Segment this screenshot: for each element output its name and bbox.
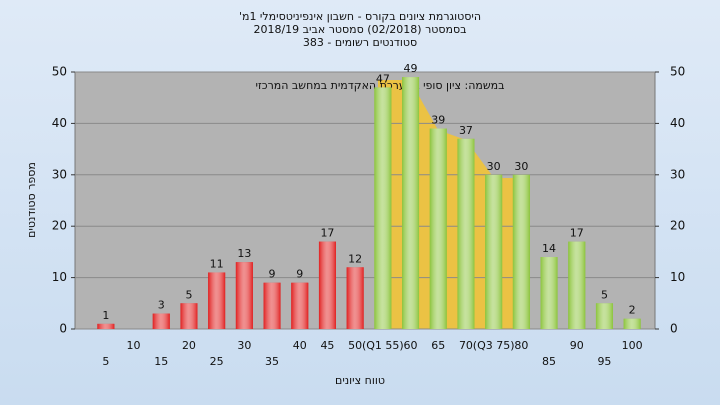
y2-tick-label: 40	[670, 116, 685, 130]
value-label: 47	[376, 72, 390, 85]
annotation: במשמה: ציון סופי במערכת האקדמית במחשב המ…	[255, 79, 504, 92]
bar-shine	[429, 128, 447, 329]
y-tick-label: 40	[52, 116, 67, 130]
x-tick-label: 65	[431, 339, 445, 352]
y2-tick-label: 0	[670, 322, 678, 336]
bar-shine	[457, 138, 475, 329]
y-tick-label: 0	[59, 322, 67, 336]
y-tick-label: 30	[52, 167, 67, 181]
value-label: 37	[459, 124, 473, 137]
x-tick-label: 95	[597, 355, 611, 368]
value-label: 11	[210, 257, 224, 270]
bar-shine	[291, 282, 309, 329]
y-axis-label: מספר סטודנטים	[25, 162, 38, 238]
value-label: 14	[542, 242, 556, 255]
x-tick-label: 5	[102, 355, 109, 368]
x-tick-label: 100	[622, 339, 643, 352]
bar-shine	[152, 313, 170, 329]
bar-shine	[568, 241, 586, 329]
x-tick-label: 25	[210, 355, 224, 368]
value-label: 5	[185, 288, 192, 301]
title-line: סטודנטים רשומים - 383	[303, 36, 417, 49]
x-axis-label: טווח ציונים	[335, 374, 385, 387]
value-label: 30	[487, 160, 501, 173]
plot-area	[74, 71, 656, 330]
value-label: 2	[629, 304, 636, 317]
x-tick-label: (Q3 75)	[473, 339, 515, 352]
value-label: 49	[404, 62, 418, 75]
value-label: 12	[348, 252, 362, 265]
bar-shine	[374, 87, 392, 329]
x-tick-label: (Q1 55)	[362, 339, 404, 352]
bar-shine	[263, 282, 281, 329]
bar-shine	[208, 272, 226, 329]
bar-shine	[595, 303, 613, 329]
x-tick-label: 85	[542, 355, 556, 368]
bar-shine	[623, 318, 641, 329]
x-tick-label: 60	[404, 339, 418, 352]
value-label: 1	[102, 309, 109, 322]
y-tick-label: 10	[52, 270, 67, 284]
value-label: 5	[601, 288, 608, 301]
x-tick-label: 70	[459, 339, 473, 352]
x-tick-label: 45	[320, 339, 334, 352]
value-label: 39	[431, 114, 445, 127]
value-label: 30	[514, 160, 528, 173]
title-line: בסמסטר (02/2018) סמסטר אביב 2018/19	[253, 23, 466, 36]
bar-shine	[485, 174, 503, 329]
y-tick-label: 20	[52, 219, 67, 233]
value-label: 17	[320, 227, 334, 240]
value-label: 13	[237, 247, 251, 260]
x-tick-label: 30	[237, 339, 251, 352]
x-tick-label: 50	[348, 339, 362, 352]
x-tick-label: 10	[127, 339, 141, 352]
x-tick-label: 15	[154, 355, 168, 368]
bar-shine	[97, 323, 115, 329]
value-label: 9	[296, 268, 303, 281]
title-line: היסטוגרמת ציונים בקורס - חשבון אינפיניטס…	[239, 10, 481, 23]
bar-shine	[540, 257, 558, 329]
value-label: 9	[269, 268, 276, 281]
x-tick-label: 35	[265, 355, 279, 368]
x-tick-label: 20	[182, 339, 196, 352]
y-tick-label: 50	[52, 65, 67, 79]
y2-tick-label: 10	[670, 270, 685, 284]
x-tick-label: 80	[514, 339, 528, 352]
bar-shine	[235, 262, 253, 329]
bar-shine	[346, 267, 364, 329]
bar-shine	[402, 77, 420, 329]
x-tick-label: 90	[570, 339, 584, 352]
y2-tick-label: 20	[670, 219, 685, 233]
bar-shine	[318, 241, 336, 329]
value-label: 3	[158, 299, 165, 312]
y2-tick-label: 30	[670, 167, 685, 181]
y2-tick-label: 50	[670, 65, 685, 79]
x-tick-label: 40	[293, 339, 307, 352]
bar-shine	[180, 303, 198, 329]
value-label: 17	[570, 227, 584, 240]
bar-shine	[512, 174, 530, 329]
